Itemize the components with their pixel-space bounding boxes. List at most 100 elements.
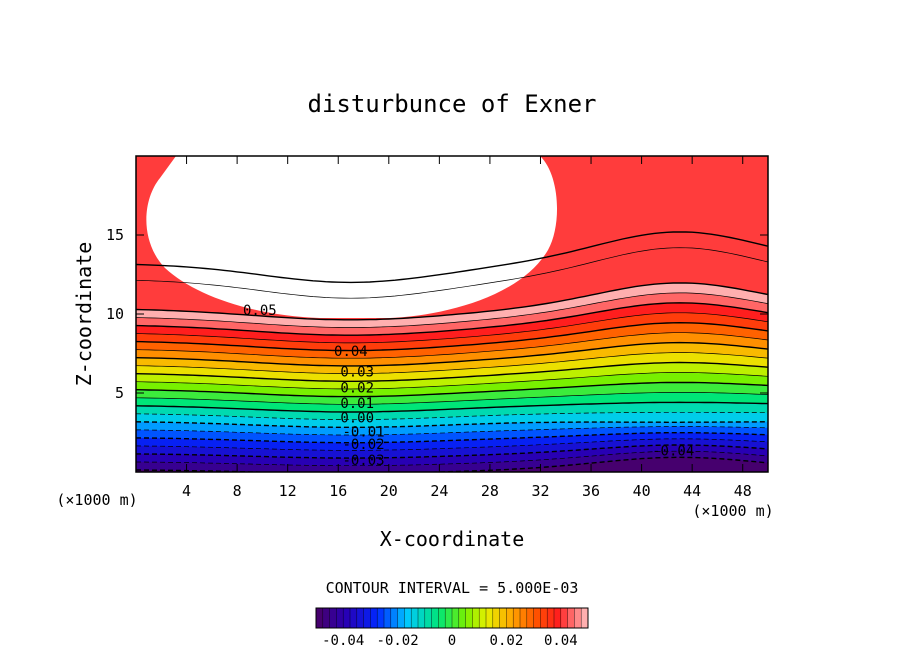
- x-tick-label: 36: [582, 482, 600, 500]
- colorbar-cell: [350, 608, 358, 628]
- x-tick-label: 12: [279, 482, 297, 500]
- colorbar-cell: [554, 608, 562, 628]
- colorbar-tick-label: 0: [448, 633, 456, 649]
- colorbar-cell: [431, 608, 439, 628]
- contour-interval-text: CONTOUR INTERVAL = 5.000E-03: [326, 579, 579, 597]
- plot-area: 0.05 0.04 0.030.020.010.00-0.01-0.02-0.03 -…: [136, 156, 768, 472]
- x-tick-label: 16: [329, 482, 347, 500]
- contour-line: [136, 247, 768, 299]
- colorbar-cell: [560, 608, 568, 628]
- contour-line: [136, 312, 768, 344]
- contour-line: [136, 352, 768, 374]
- colorbar-cell: [472, 608, 480, 628]
- contour-label: 0.03: [340, 364, 374, 380]
- x-axis-ticks: 4 8 12 16 20 24 28 32 36 40 44 48: [182, 156, 752, 500]
- contour-line: [136, 361, 768, 382]
- x-tick-label: 24: [430, 482, 448, 500]
- colorbar-cell: [363, 608, 371, 628]
- colorbar-cell: [370, 608, 378, 628]
- colorbar-tick-label: 0.04: [544, 633, 578, 649]
- contour-lines: [136, 231, 768, 472]
- x-tick-label: 48: [734, 482, 752, 500]
- contour-line: [136, 231, 768, 284]
- contour-label: 0.00: [340, 410, 374, 426]
- colorbar-cell: [499, 608, 507, 628]
- colorbar-cell: [581, 608, 589, 628]
- contour-line: [136, 381, 768, 398]
- colorbar-cell: [397, 608, 405, 628]
- x-tick-label: 8: [233, 482, 242, 500]
- colorbar-cell: [329, 608, 337, 628]
- y-tick-label: 15: [106, 226, 124, 244]
- contour-line: [136, 341, 768, 367]
- contour-line: [136, 421, 768, 428]
- contour-label: -0.04: [652, 443, 694, 459]
- x-tick-label: 44: [683, 482, 701, 500]
- colorbar-cell: [567, 608, 575, 628]
- colorbar-cell: [343, 608, 351, 628]
- x-axis-unit-label: (×1000 m): [56, 491, 137, 509]
- colorbar-cell: [547, 608, 555, 628]
- contour-line: [136, 411, 768, 421]
- contour-label: -0.02: [342, 437, 384, 453]
- colorbar-tick-label: 0.02: [490, 633, 524, 649]
- colorbar-cell: [479, 608, 487, 628]
- colorbar-cell: [377, 608, 385, 628]
- colorbar-cell: [404, 608, 412, 628]
- colorbar-cell: [356, 608, 364, 628]
- x-tick-label: 28: [481, 482, 499, 500]
- colorbar-cell: [492, 608, 500, 628]
- colorbar-cell: [533, 608, 541, 628]
- contour-band: [136, 457, 768, 472]
- contour-label: 0.05: [243, 303, 277, 319]
- contour-line: [136, 432, 768, 444]
- colorbar-frame: [315, 607, 589, 629]
- colorbar-cell: [486, 608, 494, 628]
- colorbar-cell: [513, 608, 521, 628]
- colorbar-cell: [574, 608, 582, 628]
- y-tick-label: 5: [115, 384, 124, 402]
- contour-line: [136, 426, 768, 436]
- x-axis-label: X-coordinate: [380, 527, 525, 551]
- x-tick-label: 4: [182, 482, 191, 500]
- contour-line: [136, 401, 768, 413]
- colorbar-cell: [445, 608, 453, 628]
- colorbar-cell: [411, 608, 419, 628]
- colorbar-cell: [336, 608, 344, 628]
- chart-title: disturbunce of Exner: [308, 90, 597, 118]
- y-axis-ticks: 5 10 15: [106, 226, 768, 402]
- contour-labels: 0.05 0.04 0.030.020.010.00-0.01-0.02-0.03 -…: [243, 303, 694, 469]
- contour-line: [136, 450, 768, 467]
- colorbar-cell: [452, 608, 460, 628]
- colorbar-cell: [390, 608, 398, 628]
- colorbar-cell: [418, 608, 426, 628]
- colorbar-cell: [322, 608, 330, 628]
- contour-line: [136, 292, 768, 328]
- contour-line: [136, 392, 768, 405]
- white-bubble: [146, 156, 558, 318]
- contour-line: [136, 282, 768, 321]
- colorbar-cell: [458, 608, 466, 628]
- colorbar-cell: [520, 608, 528, 628]
- colorbar-cell: [424, 608, 432, 628]
- colorbar-tick-label: -0.02: [377, 633, 419, 649]
- contour-label: 0.01: [340, 396, 374, 412]
- contour-label: 0.04: [334, 344, 368, 360]
- x-axis-unit-label-right: (×1000 m): [692, 502, 773, 520]
- contour-line: [136, 302, 768, 336]
- colorbar-tick-label: -0.04: [322, 633, 364, 649]
- colorbar-cell: [540, 608, 548, 628]
- contour-label: 0.02: [340, 380, 374, 396]
- y-axis-label: Z-coordinate: [72, 242, 96, 387]
- colorbar-cell: [506, 608, 514, 628]
- contour-line: [136, 444, 768, 459]
- colorbar-cell: [384, 608, 392, 628]
- colorbar-cell: [526, 608, 534, 628]
- colorbar-ticks: -0.04 -0.02 0 0.02 0.04: [322, 633, 578, 649]
- colorbar-cell: [465, 608, 473, 628]
- contour-line: [136, 372, 768, 390]
- x-tick-label: 32: [531, 482, 549, 500]
- contour-line: [136, 321, 768, 352]
- contour-line: [136, 332, 768, 359]
